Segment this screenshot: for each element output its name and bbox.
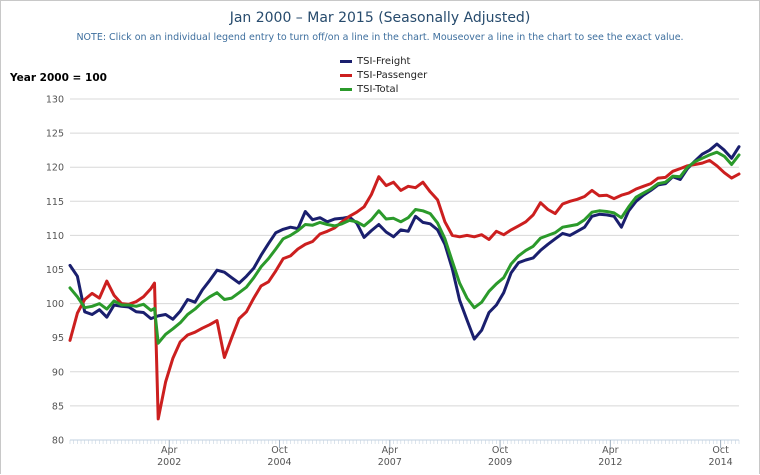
chart-note: NOTE: Click on an individual legend entr… bbox=[76, 32, 684, 43]
x-tick-label-month: Apr bbox=[602, 445, 619, 456]
x-tick-label-year: 2004 bbox=[267, 457, 291, 468]
x-tick-label-month: Apr bbox=[382, 445, 399, 456]
x-tick-label-month: Oct bbox=[271, 445, 288, 456]
series-line-passenger[interactable] bbox=[68, 158, 741, 421]
series-line-total[interactable] bbox=[68, 150, 741, 345]
legend-swatch-total bbox=[340, 87, 352, 91]
legend-label-total: TSI-Total bbox=[357, 83, 399, 95]
legend-item-passenger[interactable]: TSI-Passenger bbox=[340, 68, 427, 82]
x-tick-label-year: 2014 bbox=[709, 457, 733, 468]
y-tick-label: 125 bbox=[46, 129, 64, 140]
y-tick-label: 130 bbox=[46, 95, 64, 106]
y-tick-label: 105 bbox=[46, 265, 64, 276]
legend-item-total[interactable]: TSI-Total bbox=[340, 82, 427, 96]
legend: TSI-Freight TSI-Passenger TSI-Total bbox=[340, 54, 427, 96]
x-tick-label-year: 2007 bbox=[378, 457, 402, 468]
y-tick-label: 120 bbox=[46, 163, 64, 174]
x-tick-label-year: 2002 bbox=[157, 457, 181, 468]
series-line-freight[interactable] bbox=[68, 142, 741, 341]
legend-label-passenger: TSI-Passenger bbox=[357, 69, 428, 81]
x-tick-label-month: Oct bbox=[712, 445, 729, 456]
legend-item-freight[interactable]: TSI-Freight bbox=[340, 54, 427, 68]
y-tick-label: 85 bbox=[52, 401, 64, 412]
legend-label-freight: TSI-Freight bbox=[357, 55, 411, 67]
legend-swatch-passenger bbox=[340, 73, 352, 77]
x-tick-label-month: Apr bbox=[161, 445, 178, 456]
y-tick-label: 95 bbox=[52, 333, 64, 344]
x-tick-label-month: Oct bbox=[492, 445, 509, 456]
y-tick-label: 115 bbox=[46, 197, 64, 208]
y-tick-label: 100 bbox=[46, 299, 64, 310]
chart-title: Jan 2000 – Mar 2015 (Seasonally Adjusted… bbox=[229, 10, 531, 26]
y-tick-label: 110 bbox=[46, 231, 64, 242]
x-tick-label-year: 2012 bbox=[598, 457, 622, 468]
y-axis-title: Year 2000 = 100 bbox=[10, 72, 107, 84]
y-tick-label: 90 bbox=[52, 367, 64, 378]
legend-swatch-freight bbox=[340, 59, 352, 63]
x-tick-label-year: 2009 bbox=[488, 457, 512, 468]
y-tick-label: 80 bbox=[52, 436, 64, 447]
